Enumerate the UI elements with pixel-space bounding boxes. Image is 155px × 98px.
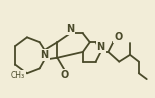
Text: N: N [97,42,105,52]
Text: O: O [114,32,122,42]
Text: CH₃: CH₃ [11,71,25,80]
Text: N: N [41,50,49,60]
Text: N: N [66,24,74,34]
Text: O: O [60,70,68,80]
